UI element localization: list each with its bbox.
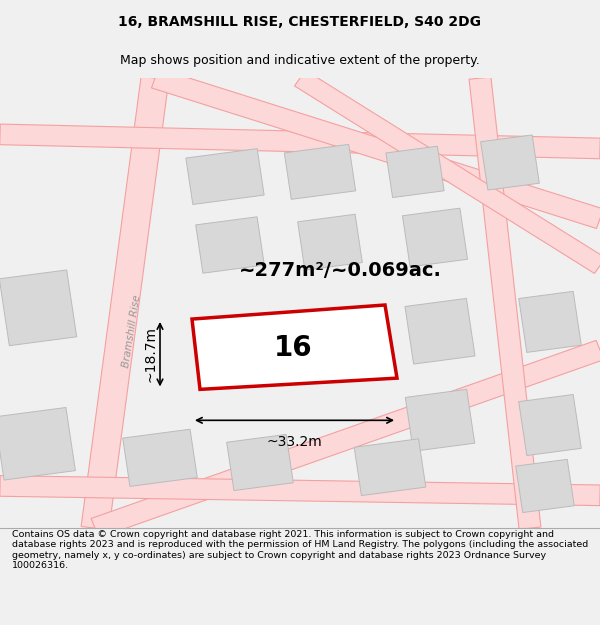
Polygon shape	[196, 217, 265, 273]
Text: Map shows position and indicative extent of the property.: Map shows position and indicative extent…	[120, 54, 480, 68]
Polygon shape	[516, 459, 574, 512]
Text: Contains OS data © Crown copyright and database right 2021. This information is : Contains OS data © Crown copyright and d…	[12, 530, 588, 570]
Polygon shape	[81, 76, 169, 530]
Text: ~277m²/~0.069ac.: ~277m²/~0.069ac.	[239, 261, 442, 280]
Polygon shape	[405, 298, 475, 364]
Polygon shape	[0, 124, 600, 159]
Polygon shape	[298, 214, 362, 270]
Polygon shape	[0, 476, 600, 506]
Polygon shape	[284, 144, 356, 199]
Polygon shape	[0, 270, 77, 346]
Polygon shape	[403, 208, 467, 267]
Text: 16, BRAMSHILL RISE, CHESTERFIELD, S40 2DG: 16, BRAMSHILL RISE, CHESTERFIELD, S40 2D…	[119, 15, 482, 29]
Polygon shape	[469, 77, 541, 529]
Polygon shape	[186, 149, 264, 204]
Polygon shape	[91, 341, 600, 538]
Polygon shape	[354, 439, 426, 496]
Text: ~33.2m: ~33.2m	[266, 435, 322, 449]
Polygon shape	[123, 429, 197, 486]
Polygon shape	[481, 135, 539, 190]
Polygon shape	[151, 68, 600, 229]
Text: 16: 16	[274, 334, 313, 362]
Text: ~18.7m: ~18.7m	[143, 326, 157, 382]
Polygon shape	[192, 305, 397, 389]
Polygon shape	[519, 394, 581, 456]
Text: Bramshill Rise: Bramshill Rise	[121, 294, 143, 368]
Polygon shape	[0, 408, 76, 480]
Polygon shape	[227, 434, 293, 491]
Polygon shape	[519, 291, 581, 352]
Polygon shape	[295, 71, 600, 273]
Polygon shape	[405, 389, 475, 451]
Polygon shape	[386, 146, 444, 198]
